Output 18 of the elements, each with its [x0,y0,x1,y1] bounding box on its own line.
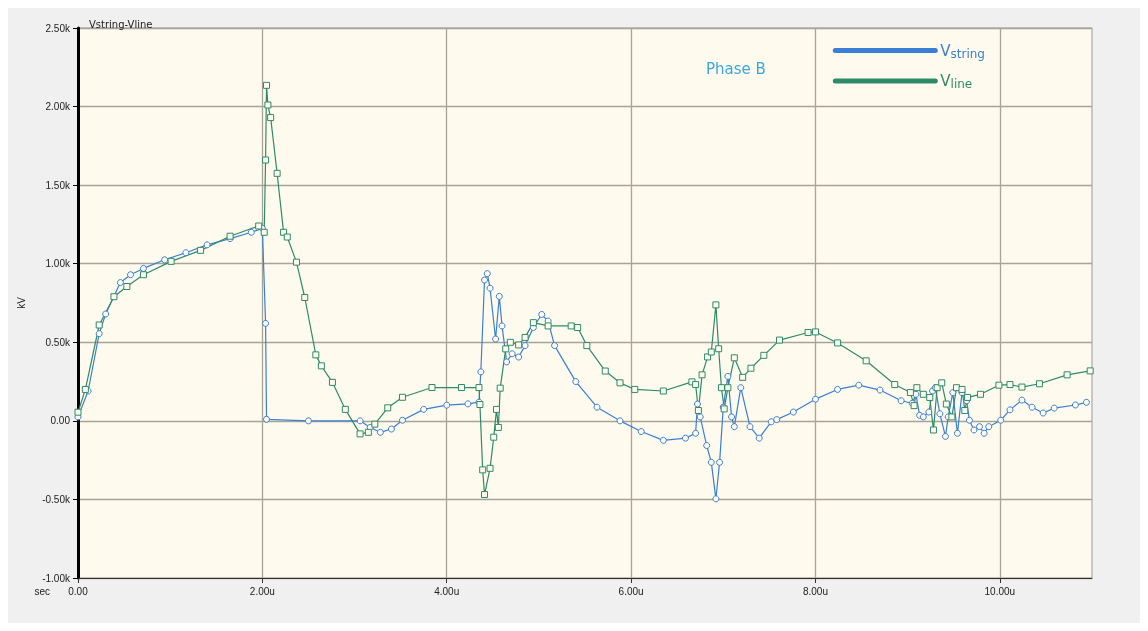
y-tick-label: 0.00 [50,415,71,427]
y-axis-title: kV [15,296,27,309]
x-tick-label: 6.00u [618,585,644,597]
y-tick-label: 1.50k [45,179,71,191]
x-tick-label: 8.00u [802,585,828,597]
x-tick-label: 10.00u [984,585,1016,597]
y-tick-label: 2.50k [45,22,71,34]
y-tick-label: -0.50k [42,493,71,505]
x-tick-label: 0.00 [68,585,89,597]
x-axis-title: sec [34,585,50,597]
x-tick-label: 2.00u [249,585,275,597]
chart-title: Vstring-Vline [89,18,153,30]
x-tick-label: 4.00u [434,585,460,597]
y-tick-label: -1.00k [42,572,71,584]
y-tick-label: 0.50k [45,336,71,348]
annotation: Phase B [706,59,766,78]
y-tick-label: 1.00k [45,258,71,270]
y-tick-label: 2.00k [45,101,71,113]
